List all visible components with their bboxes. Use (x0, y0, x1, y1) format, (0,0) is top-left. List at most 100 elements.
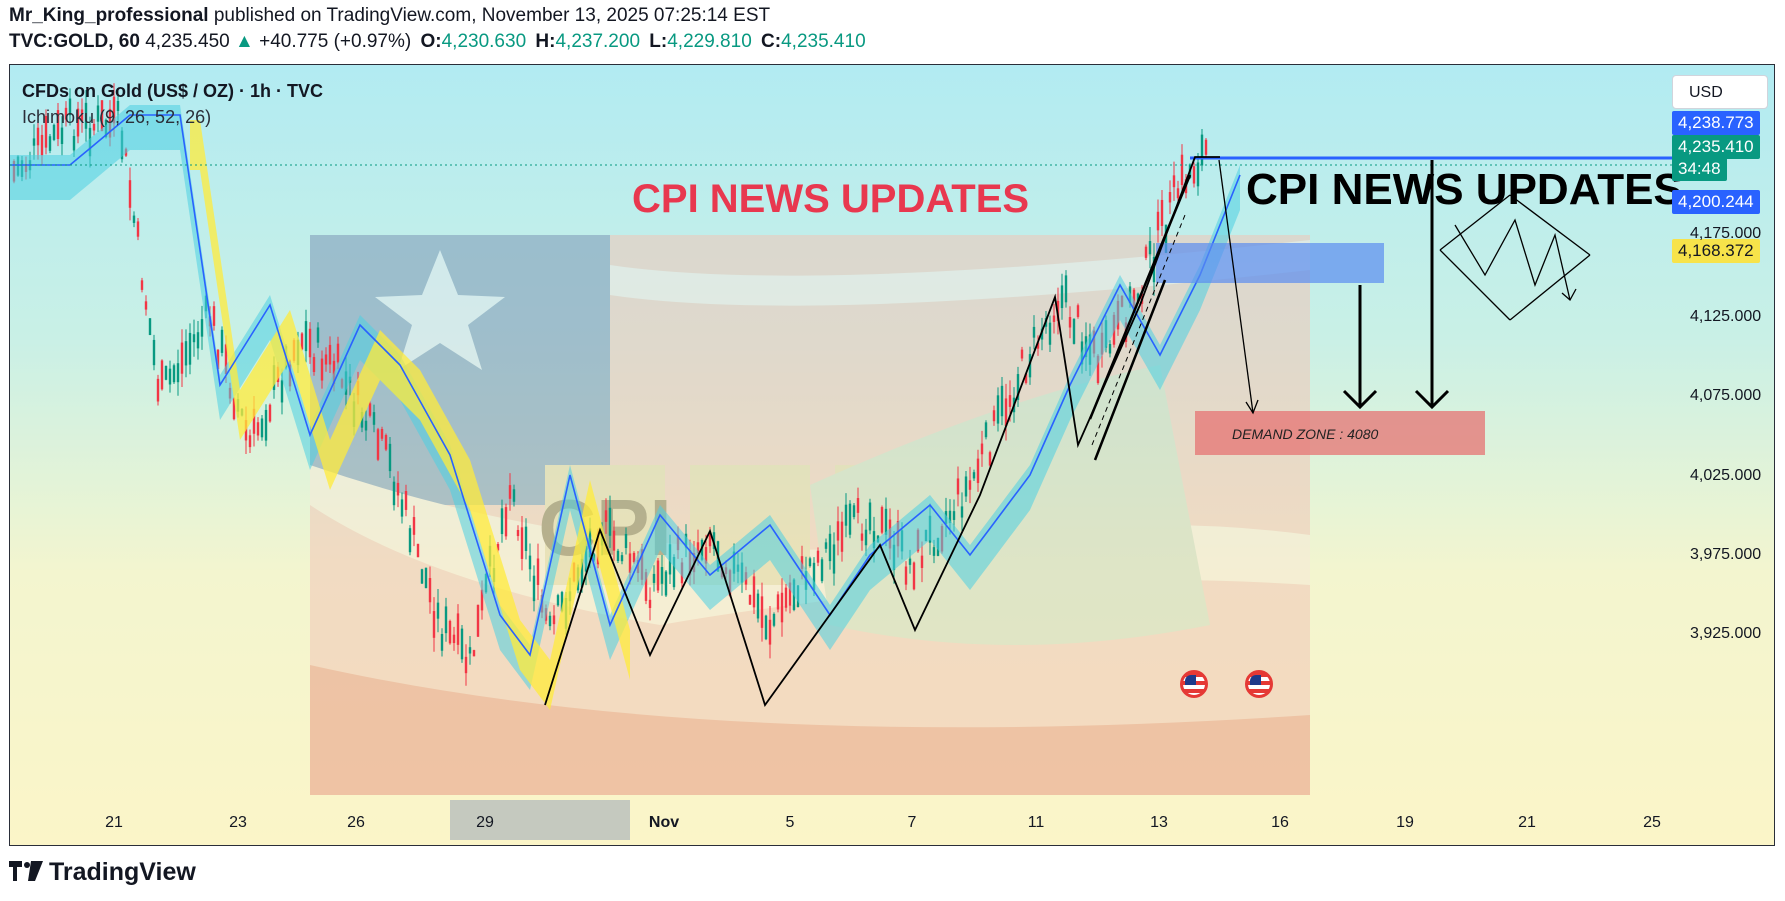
zigzag-pattern[interactable] (544, 156, 1220, 707)
candle-body (304, 321, 308, 352)
candle-body (336, 343, 340, 363)
candle-body (696, 542, 700, 554)
down-arrow-icon[interactable] (1342, 285, 1378, 410)
candle-body (996, 395, 1000, 424)
candle-body (536, 558, 540, 585)
tradingview-logo[interactable]: TradingView (9, 858, 196, 888)
candle-body (524, 526, 528, 551)
candle-body (816, 550, 820, 563)
price-label-span: 4,168.372 (1672, 239, 1760, 263)
candle-body (844, 504, 848, 526)
candle-body (860, 533, 864, 541)
candle-body (516, 529, 520, 537)
candle-body (80, 109, 84, 122)
us-flag-event-icon[interactable] (1245, 670, 1273, 698)
candle-body (772, 613, 776, 626)
candle-body (224, 344, 228, 375)
candle-body (192, 334, 196, 343)
candle-body (632, 552, 636, 563)
candle-body (256, 422, 260, 436)
candle-body (1060, 285, 1064, 309)
candle-body (444, 606, 448, 634)
candle-body (604, 510, 608, 522)
candle-body (468, 647, 472, 654)
candle-body (84, 102, 88, 129)
candle-body (820, 559, 824, 582)
chart-title[interactable]: CFDs on Gold (US$ / OZ) · 1h · TVC (22, 81, 323, 101)
channel-lower-line[interactable] (1093, 279, 1167, 461)
candle-body (832, 544, 836, 574)
symbol-name: TVC:GOLD, 60 (9, 31, 140, 52)
candle-body (764, 615, 768, 640)
candle-body (908, 558, 912, 565)
y-axis-tick: 4,125.000 (1690, 308, 1762, 325)
indicator-legend[interactable]: Ichimoku (9, 26, 52, 26) (22, 107, 212, 127)
chart-pane[interactable]: CPI (9, 64, 1775, 846)
cpi-news-label[interactable]: CPI NEWS UPDATES (1246, 165, 1683, 214)
x-axis-tick: 7 (907, 814, 917, 831)
candle-body (800, 556, 804, 569)
thin-arrow-icon[interactable] (1218, 159, 1259, 415)
candle-body (164, 365, 168, 380)
candle-body (308, 328, 312, 358)
candle-body (756, 593, 760, 619)
candle-body (52, 124, 56, 140)
candle-body (56, 110, 60, 140)
candle-body (32, 138, 36, 146)
candle-body (200, 319, 204, 337)
candle-body (452, 634, 456, 644)
author-name[interactable]: Mr_King_professional (9, 5, 209, 26)
candle-body (712, 532, 716, 549)
open-label: O: (420, 31, 442, 52)
candle-body (520, 527, 524, 559)
brand-name: TradingView (49, 858, 196, 886)
candle-body (1028, 354, 1032, 378)
us-flag-event-icon[interactable] (1180, 670, 1208, 698)
candle-body (760, 596, 764, 628)
candle-body (1048, 322, 1052, 345)
candle-body (1000, 385, 1004, 417)
candle-body (168, 368, 172, 385)
candle-body (532, 575, 536, 602)
countdown-label: 34:48 (1672, 157, 1727, 181)
candle-body (64, 107, 68, 120)
candle-body (160, 360, 164, 390)
y-axis-tick: 4,075.000 (1690, 387, 1762, 404)
candle-body (44, 116, 48, 148)
cpi-news-title[interactable]: CPI NEWS UPDATES (632, 177, 1030, 221)
candle-body (480, 589, 484, 611)
candle-body (880, 507, 884, 533)
candle-body (1168, 192, 1172, 203)
candle-body (1192, 166, 1196, 184)
candle-body (848, 503, 852, 535)
candle-body (180, 342, 184, 374)
candle-body (216, 349, 220, 370)
candle-body (1200, 134, 1204, 166)
candle-body (144, 301, 148, 310)
candle-body (1024, 373, 1028, 383)
y-axis-tick: 4,175.000 (1690, 225, 1762, 242)
candle-body (1072, 318, 1076, 344)
currency-button[interactable]: USD (1672, 75, 1768, 109)
candle-body (948, 510, 952, 523)
candle-body (828, 533, 832, 562)
chart-canvas[interactable]: CPI (10, 65, 1775, 846)
wave-pattern-icon[interactable] (1439, 194, 1591, 321)
price-label-kijun: 4,200.244 (1672, 190, 1760, 214)
y-axis-tick: 3,975.000 (1690, 546, 1762, 563)
candle-body (504, 507, 508, 537)
demand-zone-box[interactable] (1195, 411, 1485, 455)
supply-zone-box[interactable] (1156, 243, 1384, 283)
candle-body (1020, 349, 1024, 359)
demand-zone-label[interactable]: DEMAND ZONE : 4080 (1232, 426, 1379, 442)
price-label-current: 4,235.410 (1672, 135, 1760, 159)
candle-body (360, 412, 364, 428)
x-axis-tick: 13 (1150, 814, 1168, 831)
channel-upper-line[interactable] (1088, 174, 1192, 420)
open-value: 4,230.630 (441, 31, 527, 52)
candle-body (784, 587, 788, 608)
candle-body (620, 555, 624, 562)
down-arrow-icon[interactable] (1414, 160, 1450, 410)
candle-body (140, 280, 144, 290)
candle-body (100, 100, 104, 132)
